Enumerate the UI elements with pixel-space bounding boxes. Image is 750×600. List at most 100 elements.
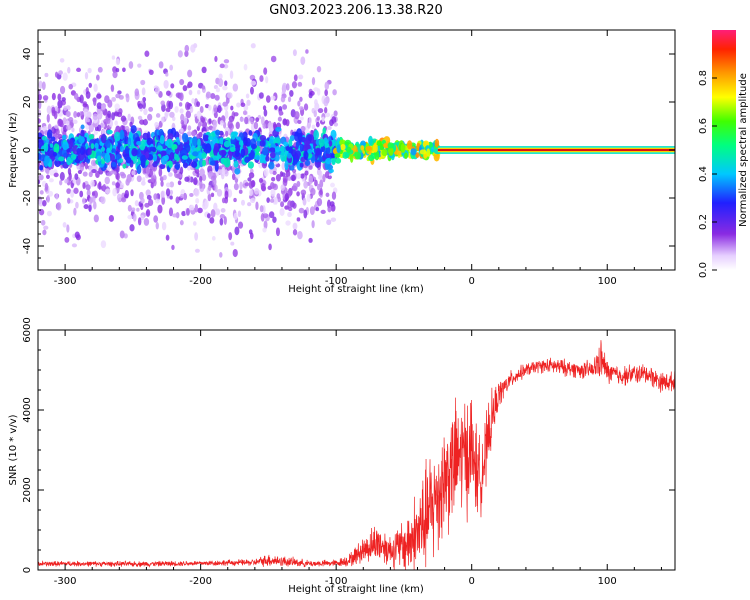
spectrogram-cell: [208, 118, 212, 124]
spectrogram-cell: [53, 172, 59, 178]
spectrogram-cell: [179, 220, 184, 226]
spectrogram-cell: [268, 124, 274, 134]
spectrogram-cell: [275, 227, 280, 237]
spectrogram-cell: [317, 183, 321, 191]
spectrogram-cell: [207, 184, 212, 191]
spectrogram-cell: [282, 82, 288, 91]
spectrogram-cell: [79, 146, 86, 155]
spectrogram-cell: [229, 146, 236, 153]
spectrogram-cell: [212, 119, 218, 128]
spectrogram-cell: [215, 208, 221, 216]
spectrogram-cell: [194, 232, 199, 241]
spectrogram-cell: [334, 153, 341, 158]
spectrogram-cell: [166, 138, 173, 149]
spectrogram-cell: [64, 178, 69, 184]
spectrogram-cell: [299, 96, 303, 102]
spectrogram-cell: [187, 69, 193, 78]
spectrogram-y-ticks: -40 -20 0 20 40: [22, 29, 675, 271]
spectrogram-cell: [87, 149, 92, 156]
snr-x-label: Height of straight line (km): [288, 584, 424, 595]
spectrogram-cell: [114, 120, 118, 126]
spectrogram-cell: [212, 177, 217, 187]
spectrogram-cell: [298, 207, 305, 214]
spectrogram-cell: [211, 236, 216, 241]
spectrogram-cell: [160, 134, 165, 145]
spectrogram-cell: [210, 192, 215, 198]
spectrogram-cell: [105, 116, 111, 125]
spectrogram-cell: [245, 93, 250, 99]
spectrogram-cell: [76, 67, 82, 73]
spectrogram-cell: [88, 171, 93, 178]
spectrogram-cell: [201, 143, 208, 150]
spectrogram-cell: [66, 156, 72, 166]
spectrogram-cell: [156, 145, 163, 151]
spectrogram-cell: [59, 58, 65, 63]
spectrogram-cell: [415, 152, 420, 159]
spectrogram-cell: [38, 152, 42, 160]
spectrogram-cell: [317, 108, 324, 114]
spectrogram-cell: [250, 197, 256, 204]
spectrogram-cell: [303, 150, 309, 160]
spectrogram-cell: [143, 118, 148, 125]
spectrogram-cell: [296, 191, 300, 197]
spectrogram-cell: [114, 131, 121, 142]
spectrogram-cell: [181, 155, 188, 160]
spectrogram-cell: [167, 133, 174, 141]
spectrogram-cell: [324, 89, 328, 97]
spectrogram-cell: [270, 95, 276, 101]
spectrogram-cell: [160, 100, 166, 106]
spectrogram-cell: [330, 217, 337, 222]
spectrogram-cell: [270, 189, 276, 197]
spectrogram-cell: [263, 67, 268, 75]
spectrogram-cell: [199, 175, 203, 183]
spectrogram-cell: [316, 116, 320, 121]
spectrogram-cell: [191, 130, 197, 137]
spectrogram-cell: [46, 210, 52, 217]
spectrogram-cell: [379, 143, 384, 151]
spectrogram-cell: [223, 140, 231, 148]
spectrogram-cell: [201, 152, 207, 159]
spectrogram-cell: [302, 197, 307, 206]
spectrogram-cell: [217, 169, 223, 174]
spectrogram-cell: [131, 148, 138, 157]
spectrogram-cell: [297, 231, 303, 240]
spectrogram-y-tick-label: 20: [22, 96, 33, 109]
spectrogram-cell: [106, 147, 111, 154]
spectrogram-cell: [76, 112, 81, 118]
spectrogram-cell: [287, 211, 292, 218]
spectrogram-cell: [215, 87, 220, 93]
spectrogram-cell: [278, 110, 283, 116]
spectrogram-cell: [340, 143, 346, 151]
spectrogram-cell: [191, 98, 195, 104]
spectrogram-cell: [281, 162, 286, 170]
spectrogram-cell: [333, 110, 338, 117]
spectrogram-cell: [216, 188, 223, 197]
spectrogram-cell: [265, 76, 269, 84]
spectrogram-cell: [186, 83, 191, 89]
spectrogram-cell: [297, 119, 302, 124]
spectrogram-x-tick-label: 100: [598, 276, 617, 287]
spectrogram-cell: [77, 153, 85, 161]
spectrogram-cell: [228, 232, 233, 241]
spectrogram-cell: [233, 112, 239, 117]
spectrogram-cell: [207, 193, 212, 202]
spectrogram-cell: [248, 130, 253, 136]
spectrogram-cell: [190, 44, 196, 53]
spectrogram-cell: [298, 106, 304, 111]
snr-x-tick-label: 100: [598, 576, 617, 587]
spectrogram-cell: [318, 138, 325, 147]
spectrogram-cell: [311, 124, 316, 130]
spectrogram-cell: [306, 193, 311, 203]
spectrogram-cell: [166, 90, 171, 96]
spectrogram-cell: [190, 204, 195, 211]
spectrogram-cell: [179, 108, 184, 114]
spectrogram-cell: [325, 157, 332, 165]
spectrogram-cell: [73, 187, 79, 194]
spectrogram-cell: [171, 143, 178, 150]
spectrogram-cell: [274, 145, 281, 153]
spectrogram-cell: [244, 182, 250, 187]
spectrogram-cell: [44, 142, 49, 152]
spectrogram-cell: [91, 169, 97, 174]
spectrogram-cell: [157, 204, 163, 214]
spectrogram-cell: [218, 78, 224, 88]
